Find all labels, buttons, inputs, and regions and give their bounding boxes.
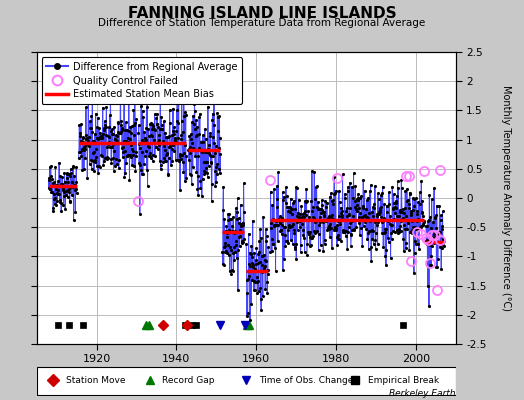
Text: Berkeley Earth: Berkeley Earth: [389, 389, 456, 398]
Text: Record Gap: Record Gap: [162, 376, 215, 385]
Text: Time of Obs. Change: Time of Obs. Change: [259, 376, 353, 385]
Text: FANNING ISLAND LINE ISLANDS: FANNING ISLAND LINE ISLANDS: [128, 6, 396, 21]
Text: Difference of Station Temperature Data from Regional Average: Difference of Station Temperature Data f…: [99, 18, 425, 28]
Y-axis label: Monthly Temperature Anomaly Difference (°C): Monthly Temperature Anomaly Difference (…: [500, 85, 510, 311]
Legend: Difference from Regional Average, Quality Control Failed, Estimated Station Mean: Difference from Regional Average, Qualit…: [41, 57, 242, 104]
Text: Empirical Break: Empirical Break: [368, 376, 439, 385]
Text: Station Move: Station Move: [66, 376, 126, 385]
